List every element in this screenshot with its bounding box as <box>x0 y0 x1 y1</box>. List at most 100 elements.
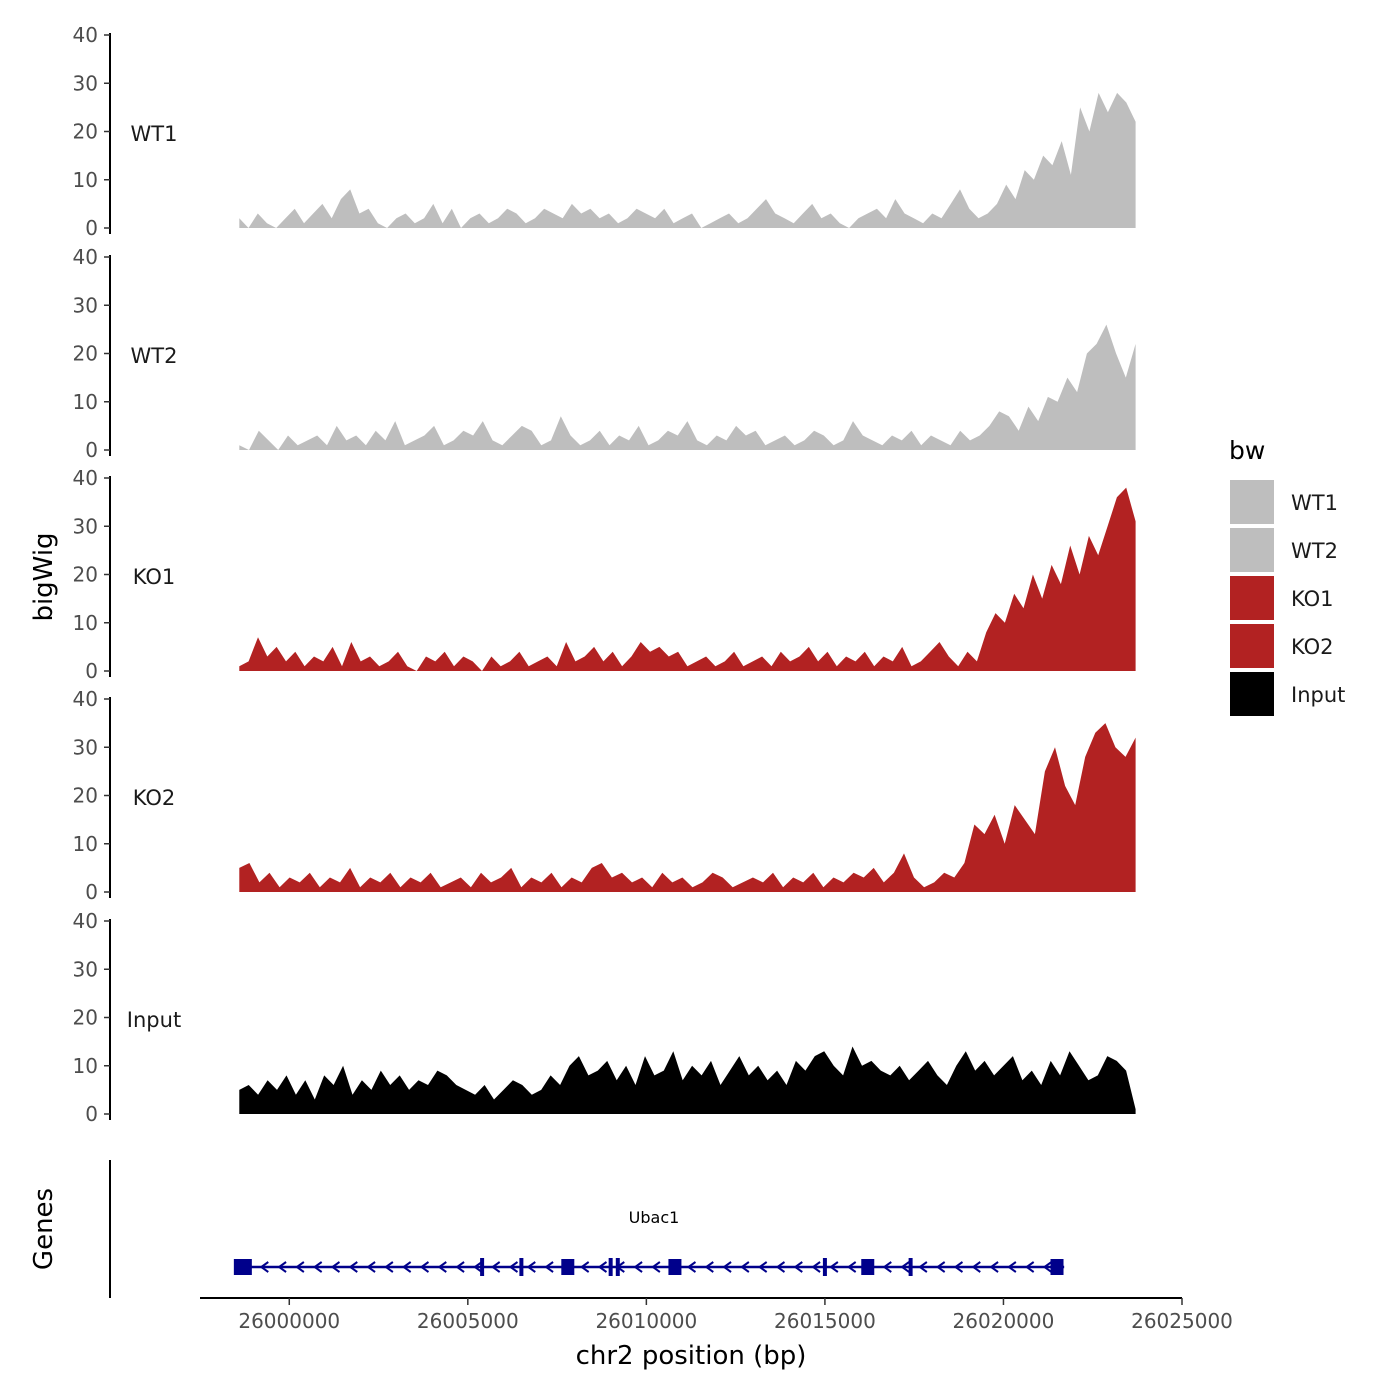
legend-label: WT2 <box>1291 539 1338 563</box>
strand-arrow <box>740 1261 750 1273</box>
strand-arrow <box>651 1261 661 1273</box>
legend-swatch <box>1230 576 1274 620</box>
y-tick-label: 0 <box>85 1102 98 1126</box>
y-tick-label: 30 <box>73 735 98 759</box>
exon <box>861 1259 875 1275</box>
track-ko1: 0 10 20 30 40 KO1 <box>73 466 1136 683</box>
y-tick-label: 40 <box>73 23 98 47</box>
strand-arrow <box>259 1261 269 1273</box>
strand-arrow <box>918 1261 928 1273</box>
gene-name-label: Ubac1 <box>629 1208 680 1227</box>
exon <box>668 1259 682 1275</box>
gene-track: Ubac1 <box>109 1160 1065 1298</box>
exon <box>519 1258 524 1276</box>
strand-arrow <box>704 1261 714 1273</box>
strand-arrow <box>437 1261 447 1273</box>
exon <box>480 1258 485 1276</box>
signal-tracks: 0 10 20 30 40 WT1 0 10 20 30 40 WT2 0 10 20 30 40 KO1 0 10 2… <box>73 23 1136 1126</box>
strand-arrow <box>846 1261 857 1273</box>
y-tick-label: 20 <box>73 342 98 366</box>
legend-label: Input <box>1291 683 1345 707</box>
y-tick-label: 10 <box>73 611 98 635</box>
legend-label: KO1 <box>1291 587 1334 611</box>
y-tick-label: 0 <box>85 659 98 683</box>
x-tick-label: 26020000 <box>953 1309 1055 1333</box>
y-tick-label: 30 <box>73 71 98 95</box>
legend-swatch <box>1230 528 1274 572</box>
track-input: 0 10 20 30 40 Input <box>73 909 1136 1126</box>
track-wt2: 0 10 20 30 40 WT2 <box>73 245 1136 462</box>
y-tick-label: 0 <box>85 438 98 462</box>
y-tick-label: 20 <box>73 563 98 587</box>
strand-arrow <box>686 1261 697 1273</box>
y-tick-label: 0 <box>85 880 98 904</box>
exon <box>233 1259 252 1275</box>
x-tick-label: 26005000 <box>417 1309 519 1333</box>
legend-label: KO2 <box>1291 635 1334 659</box>
y-tick-label: 0 <box>85 216 98 240</box>
exon <box>908 1258 913 1276</box>
exon <box>822 1258 827 1276</box>
strand-arrow <box>953 1261 964 1273</box>
strand-arrow <box>989 1261 999 1273</box>
strand-arrow <box>277 1261 287 1273</box>
track-label: KO2 <box>133 786 176 810</box>
y-axis-title: bigWig <box>29 532 59 621</box>
strand-arrow <box>597 1261 608 1273</box>
exon <box>1050 1259 1064 1275</box>
strand-arrow <box>722 1261 732 1273</box>
exon <box>615 1258 620 1276</box>
strand-arrow <box>490 1261 501 1273</box>
strand-arrow <box>971 1261 981 1273</box>
strand-arrow <box>793 1261 803 1273</box>
strand-arrow <box>775 1261 786 1273</box>
strand-arrow <box>900 1261 910 1273</box>
y-tick-label: 40 <box>73 466 98 490</box>
legend-title: bw <box>1229 436 1265 465</box>
genes-track-title: Genes <box>29 1188 59 1270</box>
strand-arrow <box>544 1261 554 1273</box>
y-tick-label: 30 <box>73 957 98 981</box>
strand-arrow <box>1042 1261 1053 1273</box>
strand-arrow <box>579 1261 590 1273</box>
strand-arrow <box>330 1261 341 1273</box>
legend-swatch <box>1230 672 1274 716</box>
strand-arrow <box>348 1261 358 1273</box>
strand-arrow <box>419 1261 430 1273</box>
strand-arrow <box>455 1261 465 1273</box>
x-tick-label: 26025000 <box>1131 1309 1233 1333</box>
strand-arrow <box>1007 1261 1017 1273</box>
track-wt1: 0 10 20 30 40 WT1 <box>73 23 1136 240</box>
y-tick-label: 10 <box>73 832 98 856</box>
x-axis-title: chr2 position (bp) <box>576 1341 807 1371</box>
strand-arrow <box>295 1261 305 1273</box>
y-tick-label: 20 <box>73 784 98 808</box>
strand-arrow <box>401 1261 412 1273</box>
x-tick-label: 26015000 <box>774 1309 876 1333</box>
signal-area <box>239 1046 1136 1114</box>
strand-arrow <box>633 1261 643 1273</box>
strand-arrow <box>366 1261 376 1273</box>
track-label: WT2 <box>131 344 178 368</box>
exon <box>608 1258 613 1276</box>
strand-arrow <box>1024 1261 1035 1273</box>
strand-arrow <box>473 1261 483 1273</box>
x-axis: 26000000 26005000 26010000 26015000 26020000… <box>200 1297 1233 1333</box>
track-label: WT1 <box>131 122 178 146</box>
legend: bw WT1 WT2 KO1 KO2 Input <box>1229 436 1345 716</box>
signal-area <box>239 487 1136 671</box>
exon <box>561 1259 575 1275</box>
track-label: Input <box>127 1008 181 1032</box>
signal-area <box>239 92 1136 229</box>
x-tick-label: 26010000 <box>595 1309 697 1333</box>
y-tick-label: 10 <box>73 1054 98 1078</box>
x-tick-label: 26000000 <box>238 1309 340 1333</box>
signal-area <box>239 723 1136 892</box>
y-tick-label: 40 <box>73 687 98 711</box>
y-tick-label: 10 <box>73 390 98 414</box>
signal-area <box>239 324 1136 450</box>
legend-swatch <box>1230 480 1274 524</box>
strand-arrow <box>526 1261 536 1273</box>
y-tick-label: 20 <box>73 1006 98 1030</box>
